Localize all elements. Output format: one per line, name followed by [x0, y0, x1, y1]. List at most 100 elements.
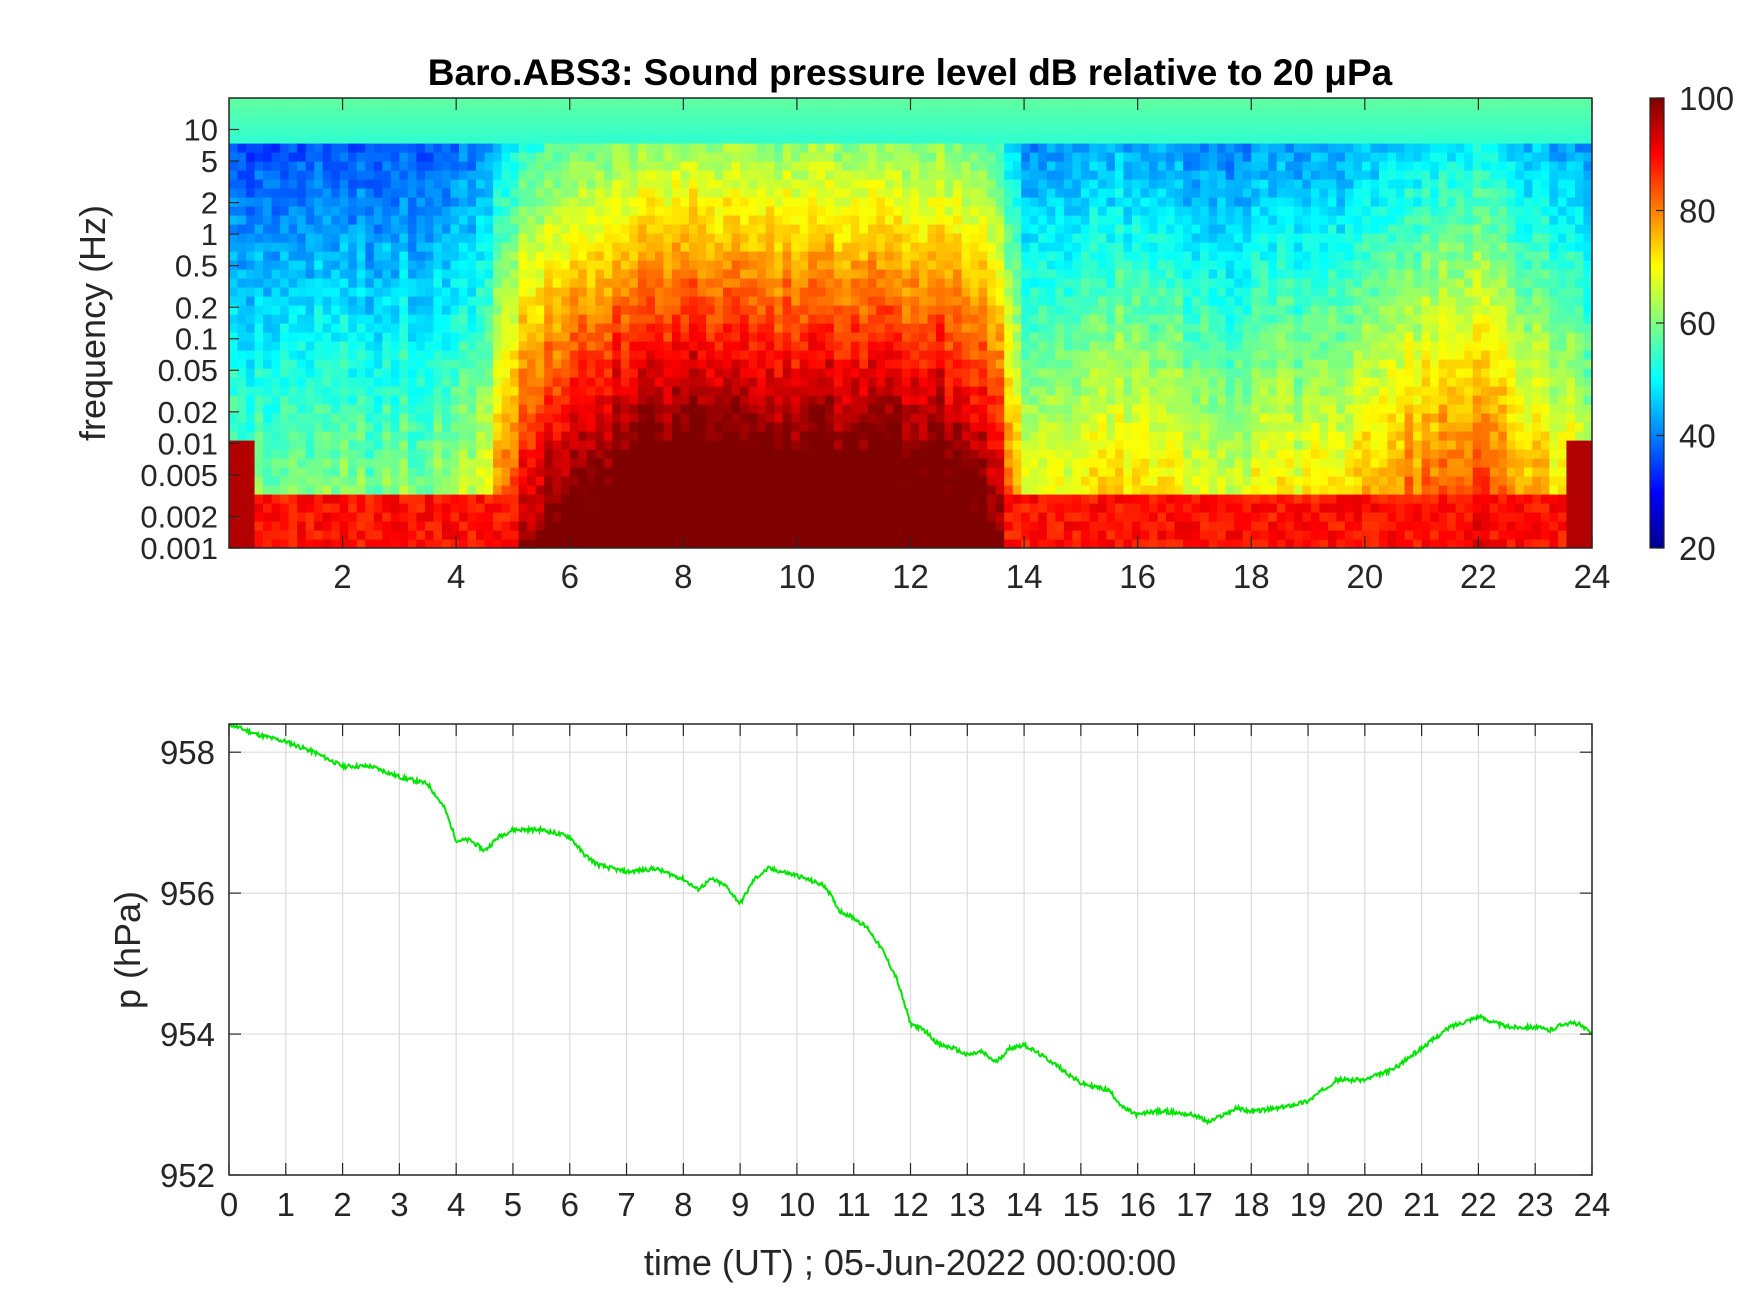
heatmap-cell: [833, 449, 843, 459]
heatmap-cell: [689, 530, 699, 540]
heatmap-cell: [441, 125, 452, 135]
heatmap-cell: [1063, 530, 1073, 540]
heatmap-cell: [561, 179, 571, 189]
heatmap-cell: [467, 170, 477, 180]
heatmap-cell: [1063, 467, 1073, 477]
heatmap-cell: [373, 494, 383, 504]
heatmap-cell: [390, 179, 400, 189]
heatmap-cell: [791, 260, 801, 270]
heatmap-cell: [961, 377, 971, 387]
heatmap-cell: [919, 449, 929, 459]
heatmap-cell: [246, 476, 256, 486]
heatmap-cell: [910, 278, 920, 288]
heatmap-cell: [646, 395, 656, 405]
heatmap-cell: [901, 539, 912, 548]
heatmap-cell: [970, 332, 980, 342]
heatmap-cell: [919, 377, 929, 387]
heatmap-cell: [944, 386, 954, 396]
heatmap-cell: [552, 161, 562, 171]
heatmap-cell: [825, 134, 835, 144]
heatmap-cell: [467, 296, 477, 306]
heatmap-cell: [586, 107, 596, 117]
heatmap-cell: [1072, 521, 1082, 531]
heatmap-cell: [297, 476, 307, 486]
heatmap-cell: [961, 260, 971, 270]
heatmap-cell: [271, 107, 281, 117]
heatmap-cell: [1055, 197, 1065, 207]
heatmap-cell: [569, 530, 579, 540]
heatmap-cell: [757, 386, 767, 396]
heatmap-cell: [510, 458, 520, 468]
heatmap-cell: [901, 152, 912, 162]
heatmap-cell: [867, 431, 878, 441]
heatmap-cell: [663, 215, 673, 225]
heatmap-cell: [833, 314, 843, 324]
heatmap-cell: [348, 458, 358, 468]
heatmap-cell: [322, 467, 332, 477]
heatmap-cell: [774, 278, 784, 288]
heatmap-cell: [612, 404, 622, 414]
heatmap-cell: [1063, 476, 1073, 486]
heatmap-cell: [493, 215, 503, 225]
heatmap-cell: [1021, 215, 1031, 225]
heatmap-cell: [654, 341, 665, 351]
heatmap-cell: [671, 341, 682, 351]
heatmap-cell: [884, 107, 895, 117]
heatmap-cell: [876, 314, 886, 324]
heatmap-cell: [970, 287, 980, 297]
heatmap-cell: [697, 197, 707, 207]
heatmap-cell: [280, 152, 290, 162]
heatmap-cell: [714, 269, 724, 279]
heatmap-cell: [527, 305, 537, 315]
heatmap-cell: [433, 305, 443, 315]
heatmap-cell: [390, 458, 400, 468]
heatmap-cell: [808, 359, 818, 369]
heatmap-cell: [901, 188, 912, 198]
heatmap-cell: [970, 350, 980, 360]
heatmap-cell: [995, 134, 1005, 144]
heatmap-cell: [867, 134, 878, 144]
heatmap-cell: [305, 98, 315, 108]
heatmap-cell: [229, 116, 239, 126]
heatmap-cell: [1063, 503, 1073, 513]
heatmap-cell: [297, 413, 307, 423]
heatmap-cell: [535, 485, 545, 495]
heatmap-cell: [263, 413, 273, 423]
heatmap-cell: [867, 521, 878, 531]
heatmap-cell: [467, 350, 477, 360]
heatmap-cell: [978, 287, 988, 297]
heatmap-cell: [757, 431, 767, 441]
heatmap-cell: [399, 485, 409, 495]
heatmap-cell: [459, 476, 469, 486]
heatmap-cell: [263, 359, 273, 369]
heatmap-cell: [1004, 386, 1014, 396]
heatmap-cell: [527, 413, 537, 423]
heatmap-cell: [356, 476, 366, 486]
heatmap-cell: [910, 179, 920, 189]
heatmap-cell: [280, 188, 290, 198]
heatmap-cell: [791, 224, 801, 234]
heatmap-cell: [1072, 314, 1082, 324]
heatmap-cell: [901, 485, 912, 495]
heatmap-cell: [1063, 512, 1073, 522]
heatmap-cell: [714, 107, 724, 117]
heatmap-cell: [348, 287, 358, 297]
heatmap-cell: [416, 485, 426, 495]
heatmap-cell: [484, 449, 494, 459]
heatmap-cell: [441, 413, 452, 423]
heatmap-cell: [561, 485, 571, 495]
heatmap-cell: [799, 134, 809, 144]
heatmap-cell: [1012, 503, 1022, 513]
heatmap-cell: [876, 116, 886, 126]
heatmap-cell: [305, 386, 315, 396]
heatmap-cell: [424, 386, 435, 396]
heatmap-cell: [1055, 386, 1065, 396]
heatmap-cell: [518, 467, 528, 477]
heatmap-cell: [859, 269, 869, 279]
heatmap-cell: [765, 161, 775, 171]
heatmap-cell: [561, 125, 571, 135]
heatmap-cell: [552, 107, 562, 117]
heatmap-cell: [970, 314, 980, 324]
heatmap-cell: [884, 161, 895, 171]
heatmap-cell: [842, 512, 852, 522]
